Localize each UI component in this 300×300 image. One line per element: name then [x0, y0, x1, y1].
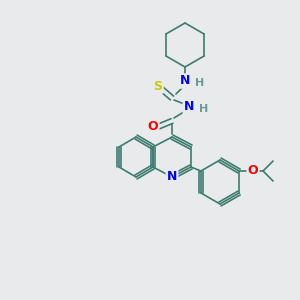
Text: S: S — [154, 80, 163, 92]
Text: H: H — [195, 78, 204, 88]
Text: N: N — [167, 170, 177, 184]
Text: H: H — [199, 104, 208, 114]
Text: O: O — [148, 121, 158, 134]
Text: O: O — [248, 164, 258, 178]
Text: N: N — [180, 74, 190, 88]
Text: N: N — [184, 100, 194, 113]
